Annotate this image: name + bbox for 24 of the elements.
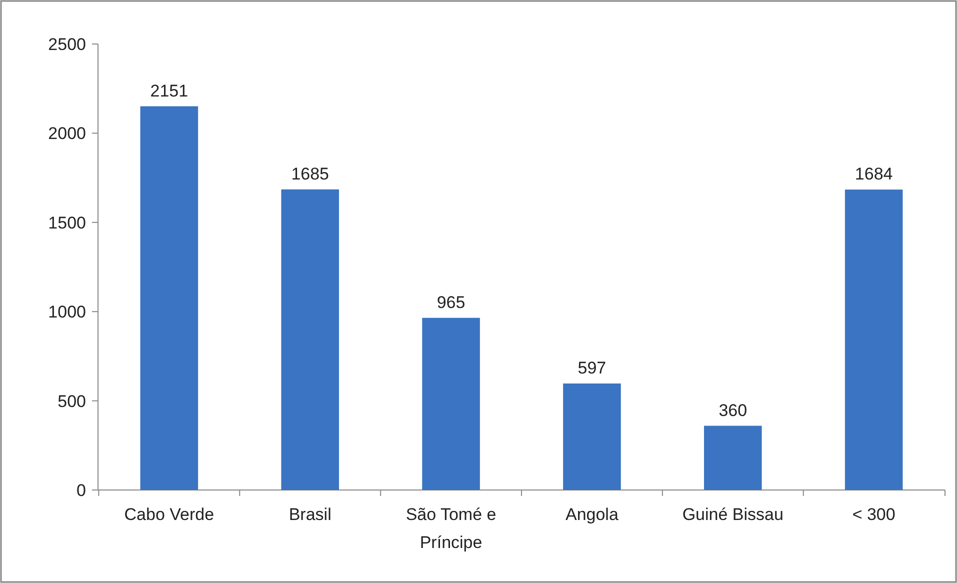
bar bbox=[281, 189, 339, 490]
bar bbox=[844, 190, 903, 490]
data-label: 1684 bbox=[854, 164, 893, 184]
x-tick-label: São Tomé e Príncipe bbox=[406, 505, 496, 552]
x-tick-label: < 300 bbox=[852, 505, 896, 524]
data-label: 965 bbox=[436, 292, 466, 312]
y-tick-label: 2500 bbox=[48, 34, 86, 54]
y-tick-label: 1000 bbox=[48, 302, 86, 322]
y-tick-label: 2000 bbox=[48, 124, 86, 144]
x-tick-label: Angola bbox=[565, 505, 619, 524]
y-tick-label: 1500 bbox=[48, 213, 86, 232]
data-label: 1685 bbox=[291, 164, 330, 184]
bar bbox=[563, 383, 621, 490]
data-label: 360 bbox=[718, 400, 748, 420]
y-tick-label: 500 bbox=[58, 392, 86, 411]
data-label: 2151 bbox=[150, 81, 188, 100]
bar bbox=[704, 426, 762, 490]
bar bbox=[422, 318, 480, 490]
x-tick-label: Guiné Bissau bbox=[682, 505, 784, 524]
x-tick-label: Brasil bbox=[288, 505, 332, 524]
data-label: 597 bbox=[578, 358, 606, 378]
x-tick-label: Cabo Verde bbox=[124, 505, 214, 524]
y-tick-label: 0 bbox=[76, 480, 86, 500]
bar bbox=[140, 106, 198, 490]
